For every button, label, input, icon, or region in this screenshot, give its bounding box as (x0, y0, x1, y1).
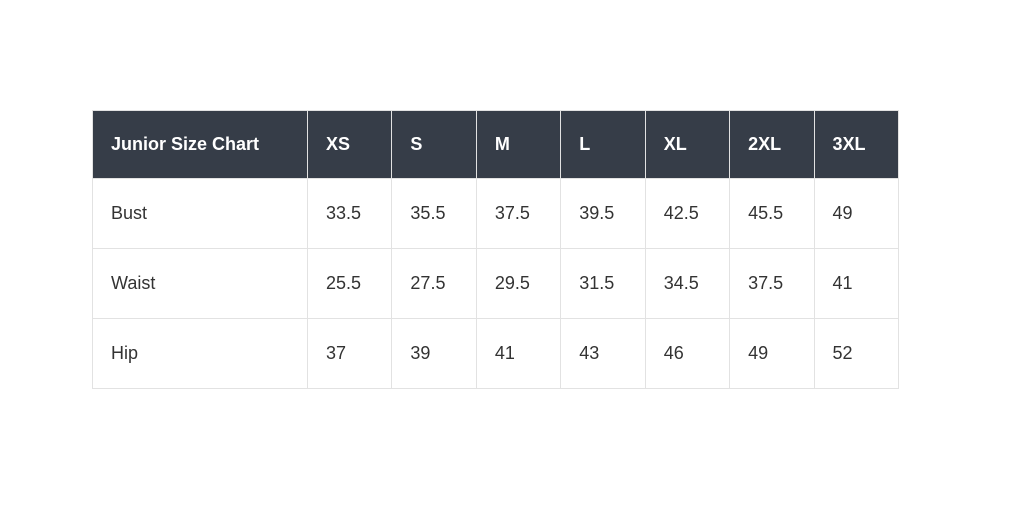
column-header-2xl: 2XL (729, 110, 815, 179)
cell-waist-m: 29.5 (475, 248, 562, 319)
cell-hip-xl: 46 (644, 318, 731, 389)
column-header-s: S (391, 110, 477, 179)
cell-waist-3xl: 41 (813, 248, 900, 319)
table-header: Junior Size Chart XS S M L XL 2XL 3XL (92, 110, 900, 179)
cell-hip-l: 43 (560, 318, 646, 389)
cell-hip-2xl: 49 (729, 318, 815, 389)
header-row: Junior Size Chart XS S M L XL 2XL 3XL (92, 110, 900, 179)
table-title: Junior Size Chart (92, 110, 308, 179)
column-header-xs: XS (306, 110, 393, 179)
cell-waist-l: 31.5 (560, 248, 646, 319)
cell-bust-l: 39.5 (560, 178, 646, 249)
cell-hip-3xl: 52 (813, 318, 900, 389)
cell-bust-xs: 33.5 (306, 178, 393, 249)
size-chart-container: Junior Size Chart XS S M L XL 2XL 3XL Bu… (92, 110, 900, 389)
row-label-waist: Waist (92, 248, 308, 319)
column-header-xl: XL (644, 110, 731, 179)
cell-bust-3xl: 49 (813, 178, 900, 249)
cell-hip-m: 41 (475, 318, 562, 389)
cell-hip-xs: 37 (306, 318, 393, 389)
cell-waist-s: 27.5 (391, 248, 477, 319)
cell-bust-xl: 42.5 (644, 178, 731, 249)
cell-waist-2xl: 37.5 (729, 248, 815, 319)
row-label-bust: Bust (92, 178, 308, 249)
column-header-3xl: 3XL (813, 110, 900, 179)
table-body: Bust 33.5 35.5 37.5 39.5 42.5 45.5 49 Wa… (92, 178, 900, 389)
cell-bust-2xl: 45.5 (729, 178, 815, 249)
cell-bust-s: 35.5 (391, 178, 477, 249)
cell-hip-s: 39 (391, 318, 477, 389)
column-header-m: M (475, 110, 562, 179)
row-label-hip: Hip (92, 318, 308, 389)
table-row-bust: Bust 33.5 35.5 37.5 39.5 42.5 45.5 49 (92, 178, 900, 249)
table-row-waist: Waist 25.5 27.5 29.5 31.5 34.5 37.5 41 (92, 248, 900, 319)
cell-waist-xl: 34.5 (644, 248, 731, 319)
junior-size-chart-table: Junior Size Chart XS S M L XL 2XL 3XL Bu… (92, 110, 900, 389)
cell-waist-xs: 25.5 (306, 248, 393, 319)
cell-bust-m: 37.5 (475, 178, 562, 249)
column-header-l: L (560, 110, 646, 179)
table-row-hip: Hip 37 39 41 43 46 49 52 (92, 318, 900, 389)
